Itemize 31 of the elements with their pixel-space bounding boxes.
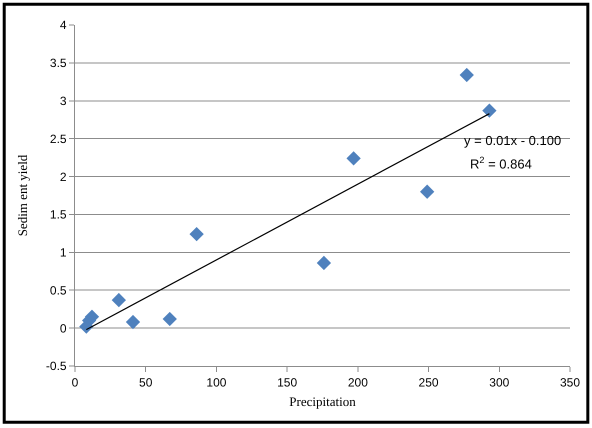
x-tick-label: 250: [418, 375, 439, 390]
y-tick-label: 1.5: [50, 208, 67, 222]
y-tick-label: -0.5: [46, 359, 67, 374]
y-tick-label: 2.5: [50, 132, 67, 146]
x-tick-label: 100: [206, 375, 227, 390]
point: [189, 227, 204, 242]
point: [346, 151, 361, 166]
x-tick-label: 350: [560, 375, 580, 390]
y-tick-label: 1: [60, 246, 67, 260]
y-axis-title: Sedim ent yield: [14, 154, 30, 236]
y-tick-label: 4: [60, 18, 67, 32]
x-tick-label: 150: [277, 375, 298, 390]
point: [460, 68, 474, 82]
x-tick-label: 300: [489, 375, 510, 390]
x-axis-title: Precipitation: [289, 394, 356, 409]
point: [126, 314, 140, 330]
point: [162, 312, 177, 326]
point: [112, 292, 126, 308]
x-tick-label: 50: [139, 375, 153, 390]
annotation: y = 0.01x - 0.100: [464, 133, 562, 148]
y-tick-label: 3.5: [50, 56, 67, 70]
x-tick-label: 0: [72, 375, 79, 390]
y-tick-label: 3: [60, 94, 67, 108]
point: [316, 256, 332, 270]
annotation: R$^{2}$ = 0.864: [470, 155, 532, 172]
y-tick-label: 0: [60, 321, 67, 336]
point: [420, 184, 434, 199]
x-tick-label: 200: [348, 375, 368, 390]
y-tick-label: 0.5: [50, 283, 67, 298]
point: [482, 103, 497, 118]
y-tick-label: 2: [60, 170, 67, 184]
